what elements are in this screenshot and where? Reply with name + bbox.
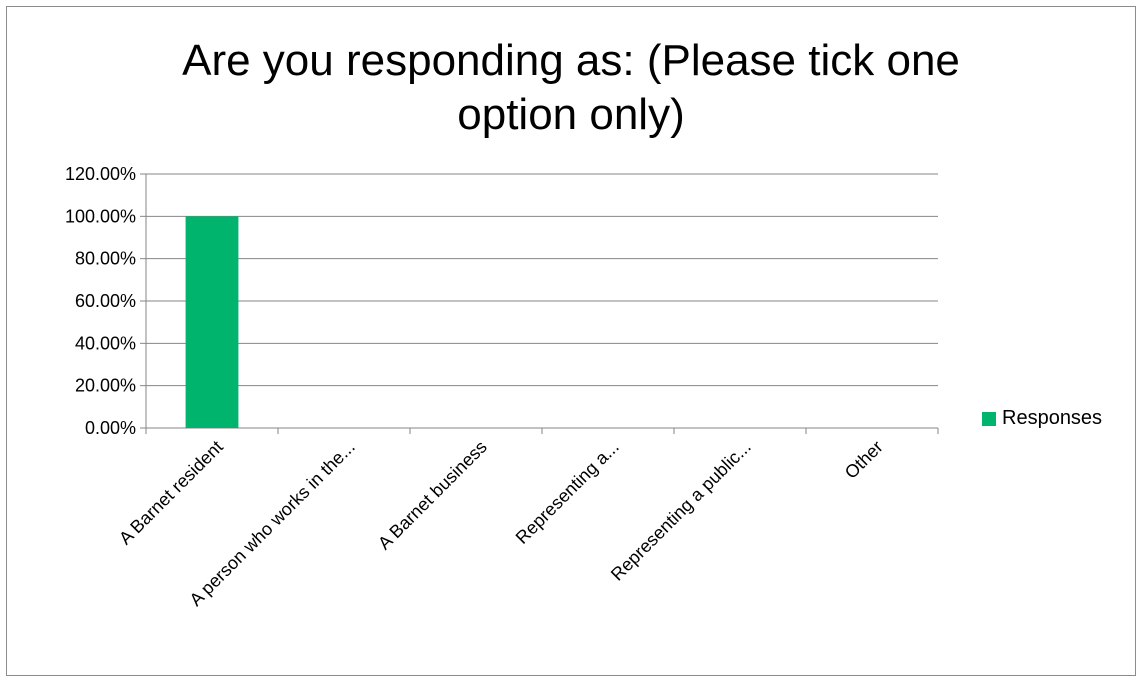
legend: Responses	[982, 407, 1102, 430]
x-category-label: Representing a public...	[607, 437, 755, 585]
chart-title-line-1: Are you responding as: (Please tick one	[182, 36, 960, 85]
chart-title: Are you responding as: (Please tick one …	[0, 34, 1142, 142]
y-tick-label: 40.00%	[75, 333, 136, 353]
y-tick-label: 80.00%	[75, 249, 136, 269]
bar	[185, 216, 239, 428]
x-category-label: Other	[841, 437, 887, 483]
chart-title-line-2: option only)	[457, 90, 685, 139]
legend-label: Responses	[1002, 407, 1103, 429]
x-category-label: A Barnet business	[374, 437, 491, 554]
x-category-label: Representing a...	[512, 437, 623, 548]
y-tick-label: 100.00%	[65, 206, 136, 226]
y-tick-label: 60.00%	[75, 291, 136, 311]
legend-swatch	[982, 411, 996, 426]
y-tick-label: 20.00%	[75, 376, 136, 396]
y-tick-label: 0.00%	[85, 418, 136, 438]
x-category-label: A Barnet resident	[115, 437, 227, 549]
y-tick-label: 120.00%	[65, 164, 136, 184]
